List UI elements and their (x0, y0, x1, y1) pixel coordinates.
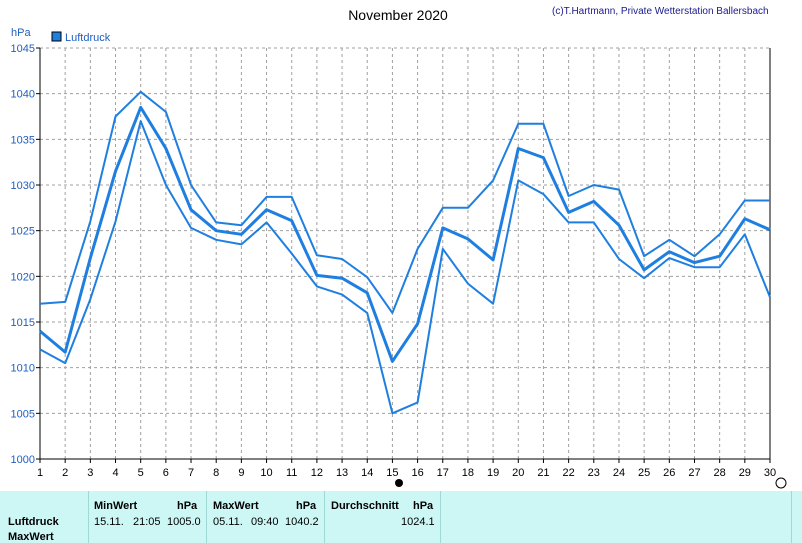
legend: Luftdruck (51, 31, 111, 44)
x-tick-label: 24 (613, 467, 625, 479)
stats-panel: Luftdruck MaxWert MinWert hPa 15.11. 21:… (0, 491, 802, 543)
y-axis-unit: hPa (11, 27, 31, 39)
y-tick-label: 1025 (11, 226, 35, 238)
x-tick-label: 16 (411, 467, 423, 479)
x-axis-markers (395, 477, 787, 489)
x-tick-label: 28 (714, 467, 726, 479)
x-tick-label: 3 (87, 467, 93, 479)
series-line-1 (39, 90, 770, 314)
y-tick-label: 1035 (11, 134, 35, 146)
min-value: 1005.0 (167, 516, 201, 528)
avg-value: 1024.1 (401, 516, 435, 528)
max-unit: hPa (296, 500, 317, 512)
y-tick-label: 1030 (11, 180, 35, 192)
min-unit: hPa (177, 500, 198, 512)
y-tick-label: 1005 (11, 408, 35, 420)
avg-unit: hPa (413, 500, 434, 512)
max-column: MaxWert hPa 05.11. 09:40 1040.2 (206, 491, 324, 543)
y-tick-label: 1010 (11, 363, 35, 375)
max-time: 09:40 (251, 516, 279, 528)
x-tick-label: 14 (361, 467, 373, 479)
y-tick-label: 1000 (11, 454, 35, 466)
legend-swatch (51, 31, 62, 42)
min-header: MinWert (94, 500, 138, 512)
pressure-chart: November 2020 (c)T.Hartmann, Private Wet… (0, 0, 802, 491)
copyright-text: (c)T.Hartmann, Private Wetterstation Bal… (552, 6, 769, 17)
min-time: 21:05 (133, 516, 161, 528)
x-tick-label: 29 (739, 467, 751, 479)
empty-column (440, 491, 792, 543)
legend-label: Luftdruck (65, 32, 111, 44)
row-label-luftdruck: Luftdruck (8, 516, 59, 528)
x-tick-label: 5 (138, 467, 144, 479)
series-line-2 (39, 120, 771, 415)
y-tick-label: 1020 (11, 271, 35, 283)
chart-title: November 2020 (348, 7, 448, 23)
x-tick-label: 11 (286, 467, 297, 479)
plot-area: 1000100510101015102010251030103510401045… (11, 43, 777, 479)
x-tick-label: 6 (163, 467, 169, 479)
x-tick-label: 13 (336, 467, 348, 479)
max-value: 1040.2 (285, 516, 319, 528)
x-tick-label: 27 (688, 467, 700, 479)
x-tick-label: 8 (213, 467, 219, 479)
row-label-maxwert: MaxWert (8, 531, 54, 543)
x-tick-label: 17 (437, 467, 449, 479)
x-tick-label: 20 (512, 467, 524, 479)
x-tick-label: 9 (238, 467, 244, 479)
current-day-marker-icon (395, 479, 403, 487)
x-tick-label: 12 (311, 467, 323, 479)
x-tick-label: 7 (188, 467, 194, 479)
avg-header: Durchschnitt (331, 500, 399, 512)
x-tick-label: 22 (562, 467, 574, 479)
x-tick-label: 4 (112, 467, 118, 479)
min-date: 15.11. (94, 516, 124, 528)
max-date: 05.11. (213, 516, 243, 528)
min-column: MinWert hPa 15.11. 21:05 1005.0 (88, 491, 206, 543)
x-tick-label: 2 (62, 467, 68, 479)
series-line-luftdruck (39, 105, 771, 363)
x-tick-label: 1 (37, 467, 43, 479)
x-tick-label: 30 (764, 467, 776, 479)
x-tick-label: 19 (487, 467, 499, 479)
end-marker-icon (775, 477, 787, 489)
y-tick-label: 1045 (11, 43, 35, 55)
chart-background (0, 0, 802, 491)
y-tick-label: 1040 (11, 89, 35, 101)
x-tick-label: 26 (663, 467, 675, 479)
x-tick-label: 25 (638, 467, 650, 479)
x-tick-label: 10 (260, 467, 272, 479)
x-tick-label: 18 (462, 467, 474, 479)
x-tick-label: 15 (386, 467, 398, 479)
x-tick-label: 21 (537, 467, 549, 479)
x-tick-label: 23 (588, 467, 600, 479)
max-header: MaxWert (213, 500, 259, 512)
y-tick-label: 1015 (11, 317, 35, 329)
avg-column: Durchschnitt hPa 1024.1 (324, 491, 440, 543)
